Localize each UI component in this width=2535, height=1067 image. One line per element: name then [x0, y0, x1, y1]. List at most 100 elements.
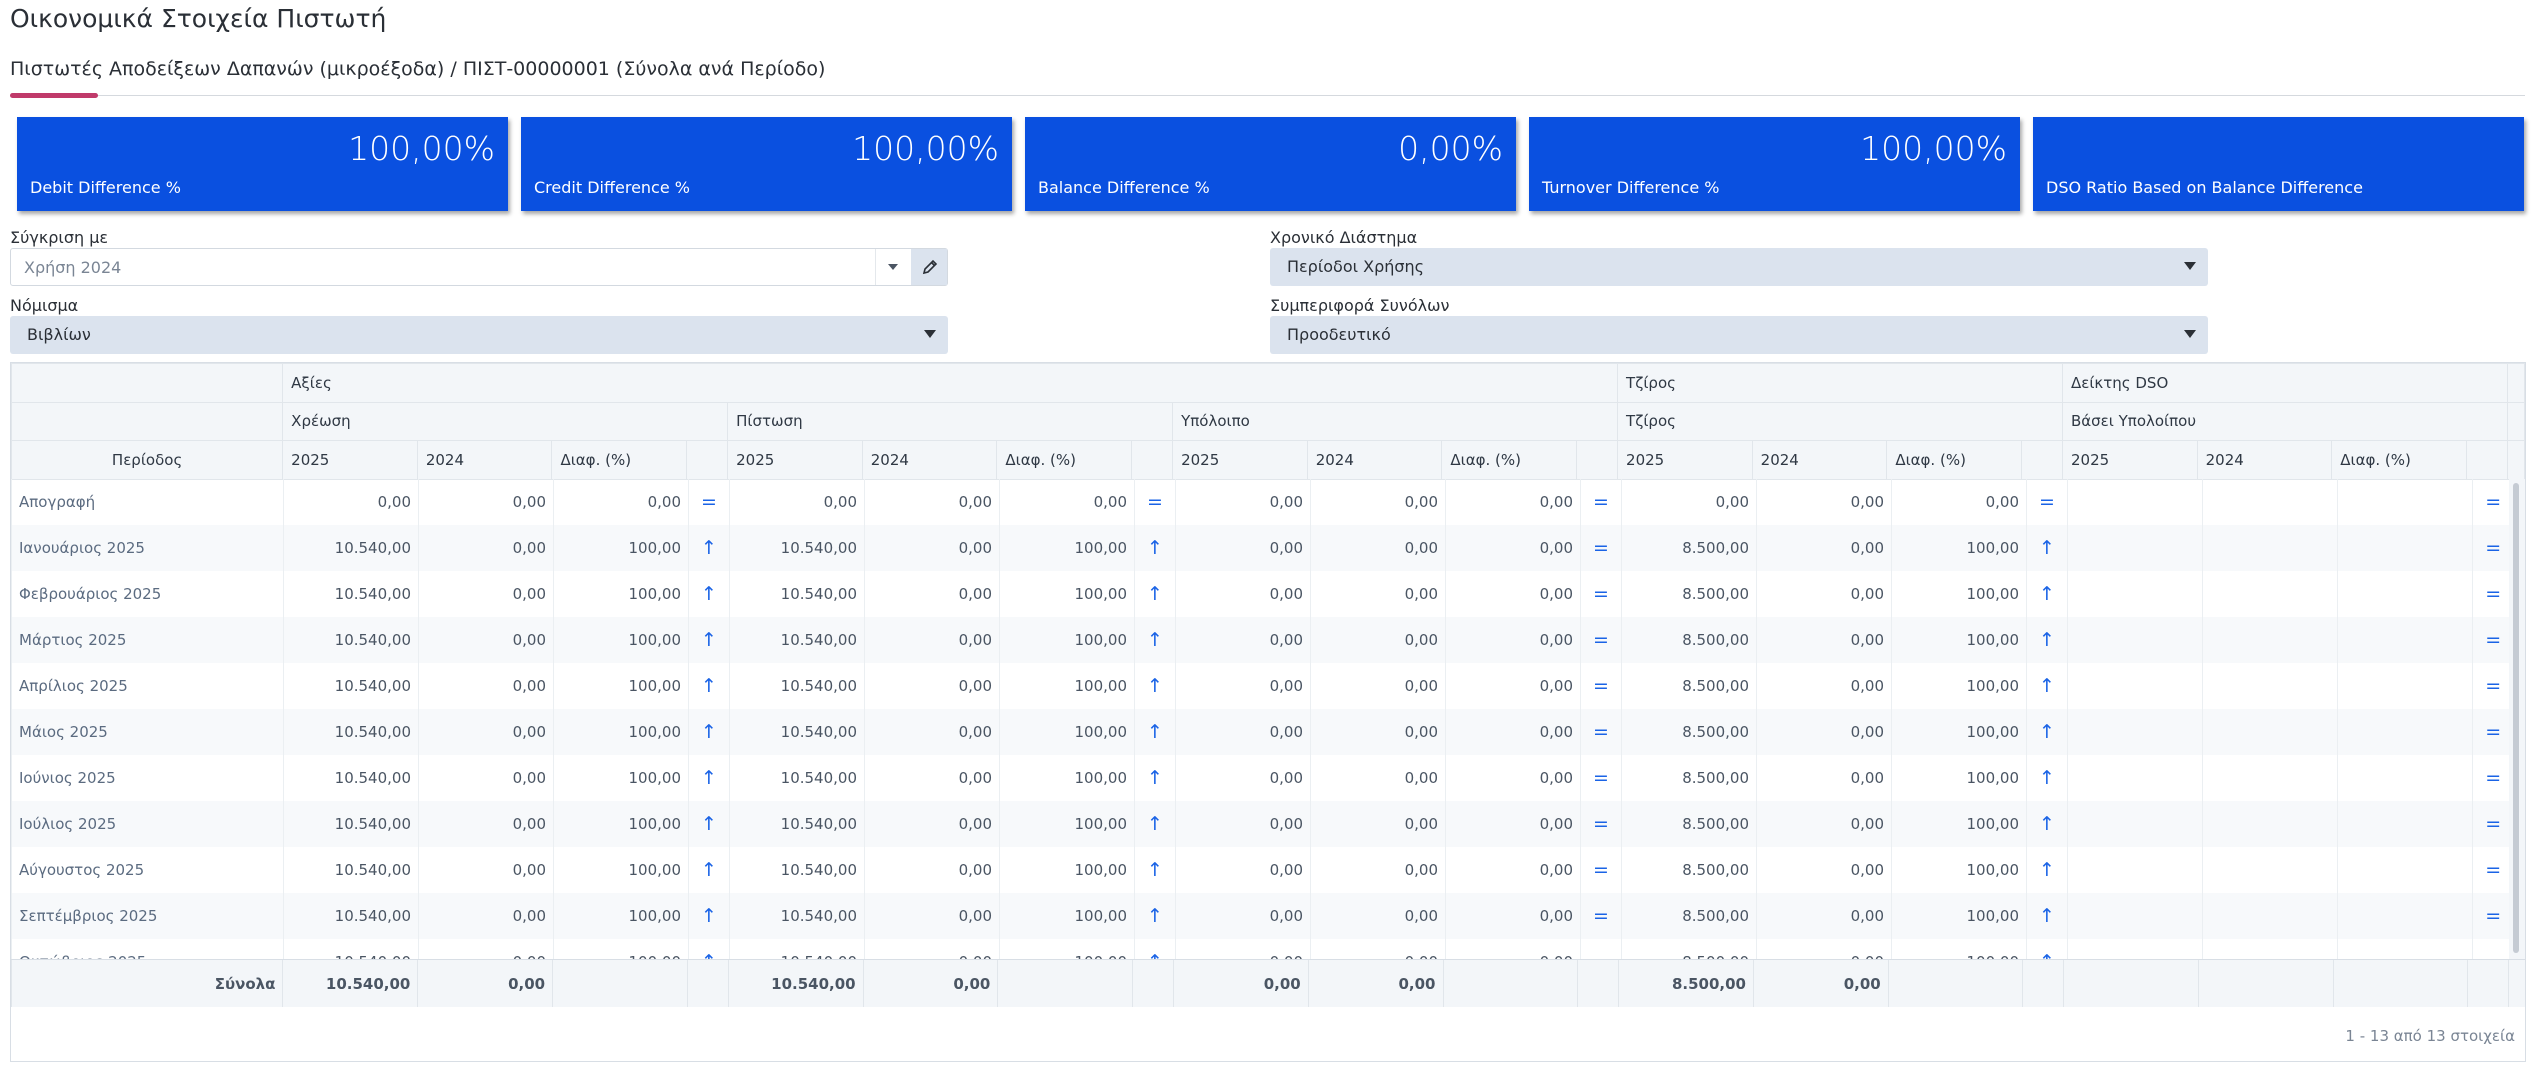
cell-s-2 [2337, 755, 2473, 801]
header-blank [11, 363, 284, 403]
equals-icon: = [2472, 709, 2514, 755]
header-credit: Πίστωση [727, 401, 1174, 441]
currency-select[interactable]: Βιβλίων [10, 316, 948, 354]
cell-b-2: 0,00 [1445, 525, 1581, 571]
kpi-label: Turnover Difference % [1542, 178, 1720, 197]
cell-s-2 [2337, 663, 2473, 709]
grid-scrollbar-thumb[interactable] [2513, 483, 2519, 953]
arrow-up-icon: ↑ [1134, 617, 1176, 663]
cell-s-1 [2202, 525, 2338, 571]
arrow-up-icon: ↑ [688, 755, 730, 801]
cell-d-1: 0,00 [418, 801, 554, 847]
totals-empty [1887, 960, 2023, 1007]
totals-label: Σύνολα [11, 960, 283, 1007]
cell-c-0: 10.540,00 [729, 663, 865, 709]
cell-s-0 [2067, 571, 2203, 617]
compare-value: Χρήση 2024 [24, 258, 122, 277]
grid-scrollbar[interactable] [2509, 479, 2525, 959]
kpi-value: 100,00% [1860, 129, 2007, 168]
table-row[interactable]: Μάρτιος 2025 10.540,00 0,00 100,00 ↑ 10.540,0… [11, 617, 2514, 663]
cell-t-2: 0,00 [1891, 479, 2027, 525]
header-turnover-2024[interactable]: 2024 [1751, 440, 1888, 480]
totals-balance-2024: 0,00 [1307, 960, 1443, 1007]
cell-s-1 [2202, 663, 2338, 709]
cell-t-0: 8.500,00 [1621, 663, 1757, 709]
header-blank [11, 401, 284, 441]
period-value: Περίοδοι Χρήσης [1287, 257, 1425, 276]
header-turnover-2025[interactable]: 2025 [1617, 440, 1753, 480]
table-row[interactable]: Ιούνιος 2025 10.540,00 0,00 100,00 ↑ 10.540,0… [11, 755, 2514, 801]
cell-b-1: 0,00 [1310, 893, 1446, 939]
equals-icon: = [2472, 893, 2514, 939]
cell-c-0: 10.540,00 [729, 617, 865, 663]
equals-icon: = [2472, 663, 2514, 709]
table-row[interactable]: Απρίλιος 2025 10.540,00 0,00 100,00 ↑ 10.540,… [11, 663, 2514, 709]
table-row[interactable]: Ιανουάριος 2025 10.540,00 0,00 100,00 ↑ 10.54… [11, 525, 2514, 571]
equals-icon: = [1580, 755, 1622, 801]
cell-d-0: 10.540,00 [283, 525, 419, 571]
equals-icon: = [1134, 479, 1176, 525]
header-dso-2025[interactable]: 2025 [2061, 440, 2198, 480]
header-balance-2025[interactable]: 2025 [1172, 440, 1308, 480]
arrow-up-icon: ↑ [688, 709, 730, 755]
totals-behavior-select[interactable]: Προοδευτικό [1270, 316, 2208, 354]
header-scroll-spacer [2506, 401, 2525, 441]
header-turnover-diff[interactable]: Διαφ. (%) [1886, 440, 2023, 480]
table-row[interactable]: Απογραφή 0,00 0,00 0,00 = 0,00 0,00 0,00 = 0,00 0,… [11, 479, 2514, 525]
cell-t-1: 0,00 [1756, 525, 1892, 571]
table-row[interactable]: Ιούλιος 2025 10.540,00 0,00 100,00 ↑ 10.540,0… [11, 801, 2514, 847]
arrow-up-icon: ↑ [1134, 709, 1176, 755]
cell-b-2: 0,00 [1445, 663, 1581, 709]
header-dso-2024[interactable]: 2024 [2196, 440, 2333, 480]
row-period: Ιούνιος 2025 [11, 755, 284, 801]
cell-t-0: 8.500,00 [1621, 571, 1757, 617]
page-title: Οικονομικά Στοιχεία Πιστωτή [10, 4, 387, 33]
table-row[interactable]: Αύγουστος 2025 10.540,00 0,00 100,00 ↑ 10.540… [11, 847, 2514, 893]
cell-c-2: 100,00 [999, 709, 1135, 755]
cell-t-0: 8.500,00 [1621, 755, 1757, 801]
header-balance-diff[interactable]: Διαφ. (%) [1441, 440, 1578, 480]
row-period: Φεβρουάριος 2025 [11, 571, 284, 617]
cell-t-2: 100,00 [1891, 709, 2027, 755]
cell-d-2: 100,00 [553, 893, 689, 939]
header-credit-2024[interactable]: 2024 [861, 440, 998, 480]
pager-info: 1 - 13 από 13 στοιχεία [2345, 1027, 2515, 1045]
totals-empty [552, 960, 688, 1007]
table-row[interactable]: Σεπτέμβριος 2025 10.540,00 0,00 100,00 ↑ 10.5… [11, 893, 2514, 939]
cell-b-2: 0,00 [1445, 893, 1581, 939]
compare-select[interactable]: Χρήση 2024 [10, 248, 948, 286]
cell-s-2 [2337, 893, 2473, 939]
kpi-turnover-difference: 100,00% Turnover Difference % [1529, 117, 2020, 211]
arrow-up-icon: ↑ [688, 525, 730, 571]
cell-c-0: 10.540,00 [729, 709, 865, 755]
cell-t-0: 0,00 [1621, 479, 1757, 525]
compare-dropdown-button[interactable] [875, 249, 911, 285]
kpi-label: Balance Difference % [1038, 178, 1210, 197]
table-row[interactable]: Φεβρουάριος 2025 10.540,00 0,00 100,00 ↑ 10.5… [11, 571, 2514, 617]
period-select[interactable]: Περίοδοι Χρήσης [1270, 248, 2208, 286]
header-credit-diff[interactable]: Διαφ. (%) [996, 440, 1133, 480]
header-credit-2025[interactable]: 2025 [727, 440, 863, 480]
equals-icon: = [2472, 801, 2514, 847]
header-scroll-spacer [2506, 363, 2525, 403]
cell-s-0 [2067, 893, 2203, 939]
grid-body: Απογραφή 0,00 0,00 0,00 = 0,00 0,00 0,00 = 0,00 0,… [11, 479, 2514, 985]
table-row[interactable]: Μάιος 2025 10.540,00 0,00 100,00 ↑ 10.540,00 0… [11, 709, 2514, 755]
cell-s-0 [2067, 479, 2203, 525]
header-turnover-group: Τζίρος [1617, 363, 2063, 403]
header-debit-2024[interactable]: 2024 [416, 440, 553, 480]
arrow-up-icon: ↑ [1134, 663, 1176, 709]
cell-b-1: 0,00 [1310, 525, 1446, 571]
header-debit-2025[interactable]: 2025 [282, 440, 418, 480]
totals-turnover-2024: 0,00 [1752, 960, 1889, 1007]
header-period[interactable]: Περίοδος [11, 440, 284, 480]
cell-c-0: 0,00 [729, 479, 865, 525]
equals-icon: = [1580, 663, 1622, 709]
totals-debit-2025: 10.540,00 [282, 960, 418, 1007]
header-balance-2024[interactable]: 2024 [1306, 440, 1443, 480]
header-dso-diff[interactable]: Διαφ. (%) [2331, 440, 2468, 480]
equals-icon: = [1580, 479, 1622, 525]
header-debit-diff[interactable]: Διαφ. (%) [551, 440, 688, 480]
compare-edit-button[interactable] [911, 249, 947, 285]
grid-totals-row: Σύνολα 10.540,00 0,00 10.540,00 0,00 0,0… [11, 959, 2525, 1007]
